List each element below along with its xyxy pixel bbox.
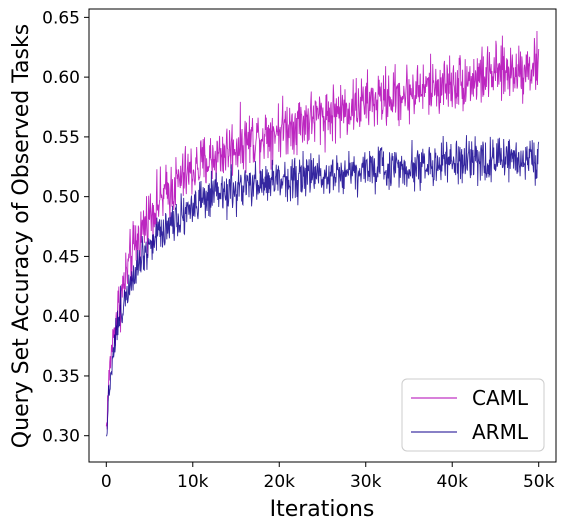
y-tick-label: 0.65: [42, 8, 80, 28]
legend-box: [401, 378, 545, 452]
y-tick-label: 0.45: [42, 247, 80, 267]
y-tick-label: 0.40: [42, 307, 80, 327]
y-tick-label: 0.60: [42, 68, 80, 88]
series-line-arml: [105, 135, 540, 437]
x-axis-label: Iterations: [270, 497, 375, 522]
series-layer: [105, 31, 540, 437]
y-tick-label: 0.35: [42, 367, 80, 387]
x-tick-label: 30k: [350, 472, 382, 492]
plot-frame: [88, 8, 557, 463]
y-axis: 0.30 0.35 0.40 0.45 0.50 0.55 0.60 0.65: [42, 8, 89, 447]
legend-label-arml: ARML: [472, 420, 529, 444]
legend-label-caml: CAML: [472, 386, 529, 410]
y-tick-label: 0.55: [42, 128, 80, 148]
legend: CAML ARML: [401, 378, 545, 452]
y-tick-label: 0.30: [42, 427, 80, 447]
x-tick-label: 50k: [523, 472, 555, 492]
x-tick-label: 0: [101, 472, 112, 492]
x-tick-label: 10k: [177, 472, 209, 492]
x-tick-label: 40k: [436, 472, 468, 492]
x-axis: 0 10k 20k 30k 40k 50k: [101, 462, 555, 492]
y-axis-label: Query Set Accuracy of Observed Tasks: [9, 24, 34, 448]
y-tick-label: 0.50: [42, 188, 80, 208]
series-line-caml: [105, 31, 540, 430]
x-tick-label: 20k: [264, 472, 296, 492]
